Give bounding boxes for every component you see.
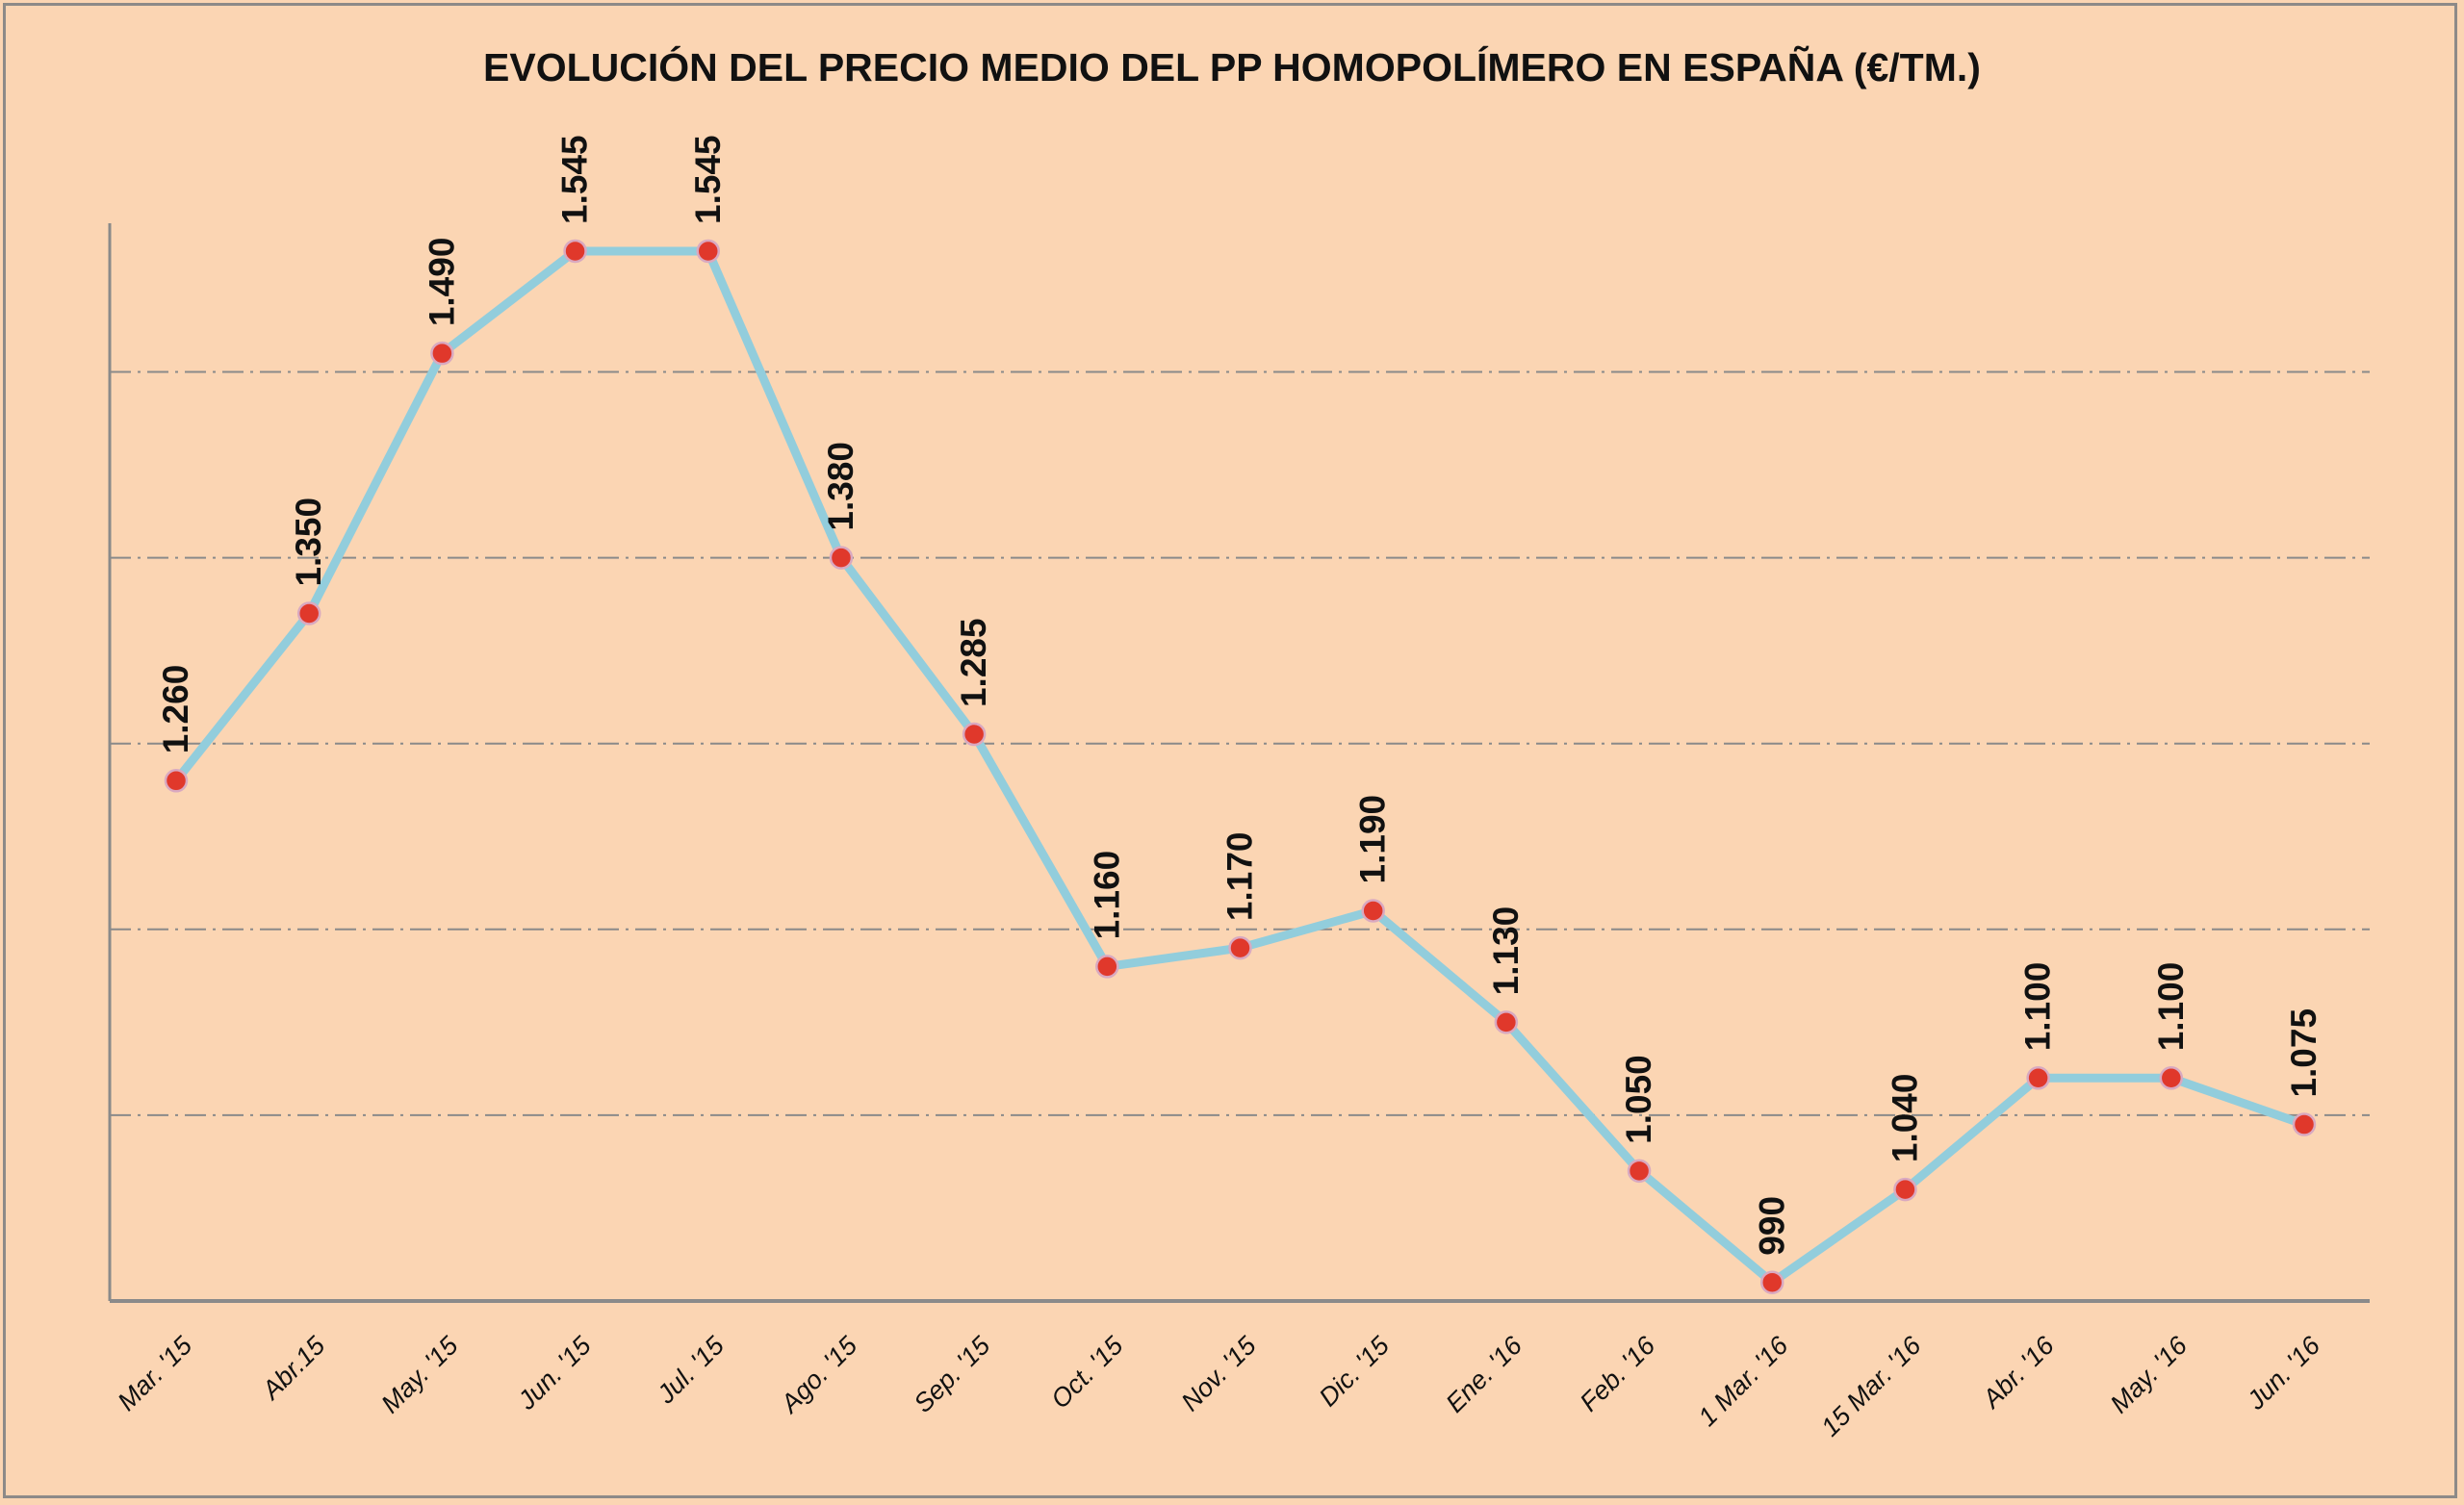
data-label: 1.100: [2018, 962, 2058, 1052]
data-label: 1.545: [555, 135, 595, 224]
x-tick-label: Sep. '15: [909, 1330, 996, 1417]
data-label: 1.160: [1087, 851, 1126, 940]
x-tick-label: Dic. '15: [1314, 1330, 1396, 1412]
data-point: [962, 722, 987, 747]
data-point: [430, 341, 454, 366]
data-point: [164, 769, 189, 793]
chart-title: EVOLUCIÓN DEL PRECIO MEDIO DEL PP HOMOPO…: [483, 45, 1981, 89]
data-point: [2026, 1066, 2050, 1090]
series: [164, 239, 2317, 1294]
x-tick-label: Ago. '15: [774, 1330, 863, 1419]
data-label: 1.075: [2284, 1008, 2323, 1098]
series-line: [172, 246, 2306, 1288]
data-point: [1627, 1159, 1652, 1184]
x-tick-label: Oct. '15: [1045, 1330, 1129, 1414]
data-label: 1.050: [1619, 1055, 1658, 1144]
data-label: 1.040: [1885, 1074, 1924, 1163]
data-label: 1.190: [1353, 795, 1393, 884]
data-label: 1.545: [688, 135, 728, 224]
data-label: 1.350: [289, 497, 328, 587]
data-point: [2159, 1066, 2184, 1090]
data-label: 1.285: [954, 618, 993, 707]
x-tick-label: Jul. '15: [651, 1330, 731, 1410]
x-tick-label: Abr.15: [255, 1330, 331, 1406]
x-tick-label: Jun. '15: [512, 1330, 598, 1416]
chart-frame: [3, 3, 2457, 1498]
data-point: [1095, 955, 1119, 979]
x-tick-label: Jun. '16: [2241, 1330, 2326, 1416]
data-point: [1893, 1177, 1917, 1202]
x-tick-labels: Mar. '15 Abr.15 May. '15 Jun. '15 Jul. '15 Ag…: [112, 1330, 2326, 1441]
x-tick-label: Abr. '16: [1976, 1330, 2061, 1415]
x-tick-label: May. '16: [2105, 1330, 2194, 1418]
data-label: 1.490: [422, 238, 461, 327]
data-point: [2292, 1112, 2317, 1136]
x-tick-label: Ene. '16: [1440, 1330, 1527, 1417]
axes: [108, 223, 2370, 1303]
data-label: 1.170: [1220, 832, 1260, 922]
data-label: 1.260: [156, 665, 195, 754]
data-point: [1361, 899, 1385, 923]
data-point: [696, 239, 720, 264]
x-tick-label: Feb. '16: [1575, 1330, 1661, 1416]
x-tick-label: 1 Mar. '16: [1693, 1330, 1794, 1431]
data-labels: 1.260 1.350 1.490 1.545 1.545 1.380 1.285 1.160…: [156, 135, 2323, 1255]
data-point: [1760, 1270, 1784, 1294]
data-point: [1228, 935, 1252, 960]
data-label: 1.130: [1486, 906, 1526, 996]
x-tick-label: Nov. '15: [1176, 1330, 1263, 1416]
x-tick-label: 15 Mar. '16: [1815, 1330, 1927, 1441]
data-point: [1494, 1010, 1519, 1034]
data-label: 990: [1752, 1196, 1791, 1256]
data-point: [563, 239, 587, 264]
x-tick-label: Mar. '15: [112, 1330, 198, 1416]
data-point: [296, 601, 321, 625]
data-label: 1.380: [821, 442, 860, 531]
x-tick-label: May. '15: [375, 1330, 464, 1418]
data-label: 1.100: [2151, 962, 2191, 1052]
data-point: [829, 546, 854, 570]
